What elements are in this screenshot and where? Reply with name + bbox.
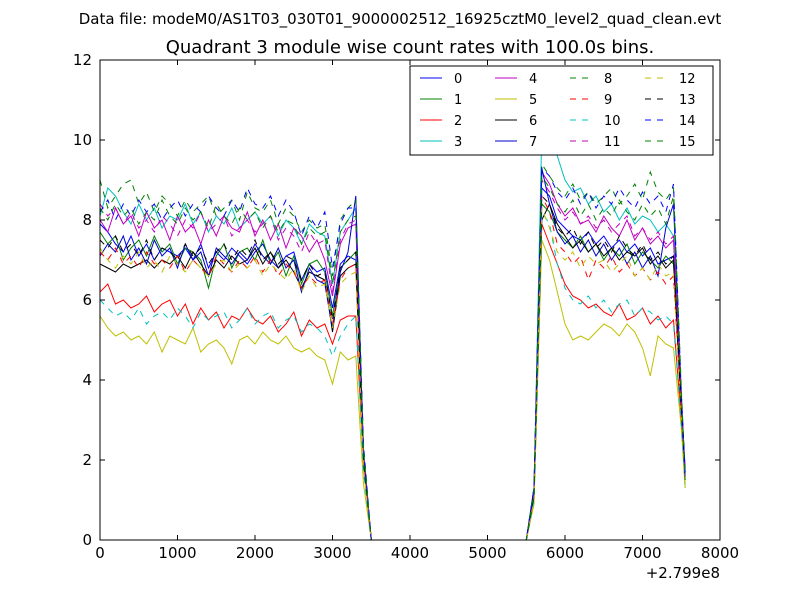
- series-9-line: [99, 195, 686, 541]
- series-4-line: [99, 170, 686, 541]
- y-tick-label: 12: [73, 51, 92, 69]
- legend-label-12: 12: [679, 72, 696, 87]
- series-7-line: [99, 167, 686, 541]
- x-offset-label: +2.799e8: [646, 564, 720, 582]
- x-tick-label: 3000: [313, 544, 351, 562]
- legend-label-3: 3: [454, 135, 462, 150]
- chart-title: Quadrant 3 module wise count rates with …: [166, 37, 655, 58]
- y-tick-label: 8: [82, 211, 92, 229]
- y-tick-label: 0: [82, 531, 92, 549]
- x-tick-label: 6000: [546, 544, 584, 562]
- series-layer: [99, 110, 686, 541]
- y-tick-label: 6: [82, 291, 92, 309]
- y-tick-label: 4: [82, 371, 92, 389]
- legend-label-14: 14: [679, 114, 696, 129]
- series-15-line: [99, 174, 686, 541]
- series-11-line: [99, 178, 686, 541]
- x-tick-label: 7000: [623, 544, 661, 562]
- series-3-line: [99, 110, 686, 541]
- series-8-line: [99, 162, 686, 541]
- legend-label-0: 0: [454, 72, 462, 87]
- x-tick-label: 8000: [701, 544, 739, 562]
- x-tick-label: 5000: [468, 544, 506, 562]
- legend-label-7: 7: [529, 135, 537, 150]
- legend-label-8: 8: [604, 72, 612, 87]
- legend-label-10: 10: [604, 114, 621, 129]
- y-tick-label: 10: [73, 131, 92, 149]
- legend-label-2: 2: [454, 114, 462, 129]
- legend-label-9: 9: [604, 93, 612, 108]
- legend-label-15: 15: [679, 135, 696, 150]
- legend-box: [409, 65, 714, 156]
- axis-ticks: 0 1000 2000 3000 4000 5000 6000 7000 80000246810…: [73, 51, 739, 562]
- x-tick-label: 2000: [236, 544, 274, 562]
- legend-label-13: 13: [679, 93, 696, 108]
- legend-label-11: 11: [604, 135, 621, 150]
- series-5-line: [99, 239, 686, 541]
- legend-label-1: 1: [454, 93, 462, 108]
- x-tick-label: 1000: [158, 544, 196, 562]
- series-0-line: [99, 186, 686, 541]
- series-10-line: [99, 210, 686, 541]
- x-tick-label: 0: [95, 544, 105, 562]
- legend-label-5: 5: [529, 93, 537, 108]
- series-2-line: [99, 223, 686, 541]
- legend-label-4: 4: [529, 72, 537, 87]
- series-14-line: [99, 166, 686, 541]
- legend-label-6: 6: [529, 114, 537, 129]
- x-tick-label: 4000: [391, 544, 429, 562]
- series-12-line: [99, 207, 686, 541]
- figure-suptitle: Data file: modeM0/AS1T03_030T01_90000025…: [79, 10, 722, 29]
- y-tick-label: 2: [82, 451, 92, 469]
